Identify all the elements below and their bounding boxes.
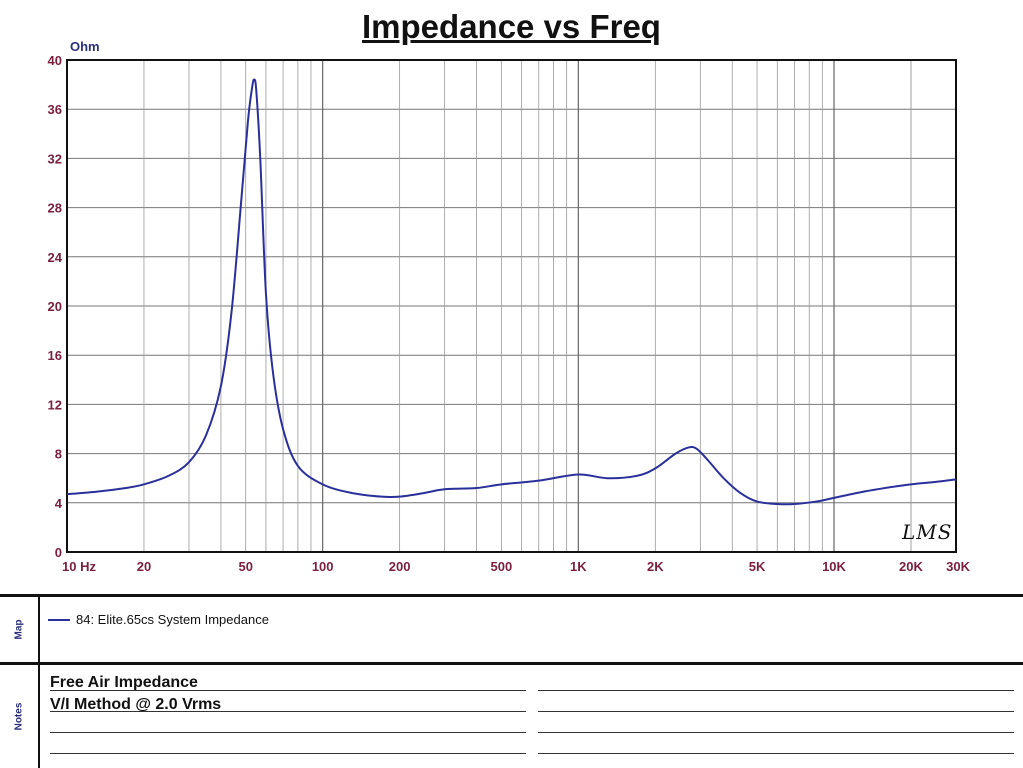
y-tick-label: 40 [48, 53, 62, 68]
y-tick-label: 0 [55, 545, 62, 560]
notes-section-label: Notes [13, 702, 25, 731]
note-rule [50, 732, 526, 733]
y-tick-label: 36 [48, 102, 62, 117]
y-tick-label: 8 [55, 447, 62, 462]
legend-swatch [48, 618, 70, 621]
x-tick-label: 30K [946, 559, 970, 574]
series-line-impedance [66, 78, 957, 506]
y-tick-label: 28 [48, 201, 62, 216]
series-layer [66, 78, 957, 506]
map-section-label: Map [13, 619, 25, 640]
x-tick-label: 50 [238, 559, 252, 574]
y-tick-label: 12 [48, 397, 62, 412]
notes-section-top-rule [0, 662, 1023, 665]
notes-side-divider [38, 665, 40, 768]
map-side-divider [38, 597, 40, 662]
x-tick-label: 500 [491, 559, 513, 574]
note-rule [50, 711, 526, 712]
x-tick-label: 5K [749, 559, 766, 574]
note-rule [538, 711, 1014, 712]
x-tick-label: 20K [899, 559, 923, 574]
x-tick-label: 200 [389, 559, 411, 574]
x-tick-label: 100 [312, 559, 334, 574]
lms-logo: LMS [902, 520, 953, 544]
x-tick-label: 20 [137, 559, 151, 574]
note-rule [538, 753, 1014, 754]
plot-frame [66, 59, 957, 553]
x-tick-label: 10 Hz [62, 559, 96, 574]
note-rule [50, 690, 526, 691]
grid [66, 59, 957, 553]
note-line-1: Free Air Impedance [50, 674, 198, 691]
y-tick-label: 32 [48, 151, 62, 166]
y-tick-label: 24 [48, 250, 63, 265]
legend-item: 84: Elite.65cs System Impedance [48, 612, 269, 627]
note-rule [50, 753, 526, 754]
y-axis-unit-label: Ohm [70, 39, 100, 54]
tick-labels: 0 4 8 12 16 20 24 28 32 36 40 10 Hz 20 50 100 200 500 1K 2… [48, 53, 971, 574]
legend-label: 84: Elite.65cs System Impedance [76, 612, 269, 627]
note-line-2: V/I Method @ 2.0 Vrms [50, 696, 222, 713]
note-rule [538, 732, 1014, 733]
x-tick-label: 10K [822, 559, 846, 574]
map-section-top-rule [0, 594, 1023, 597]
x-tick-label: 1K [570, 559, 587, 574]
note-rule [538, 690, 1014, 691]
y-tick-label: 4 [55, 496, 63, 511]
x-tick-label: 2K [647, 559, 664, 574]
y-tick-label: 20 [48, 299, 62, 314]
y-tick-label: 16 [48, 348, 62, 363]
impedance-chart: 0 4 8 12 16 20 24 28 32 36 40 10 Hz 20 50 100 200 500 1K 2… [48, 39, 971, 574]
chart-title: Impedance vs Freq [362, 8, 661, 45]
